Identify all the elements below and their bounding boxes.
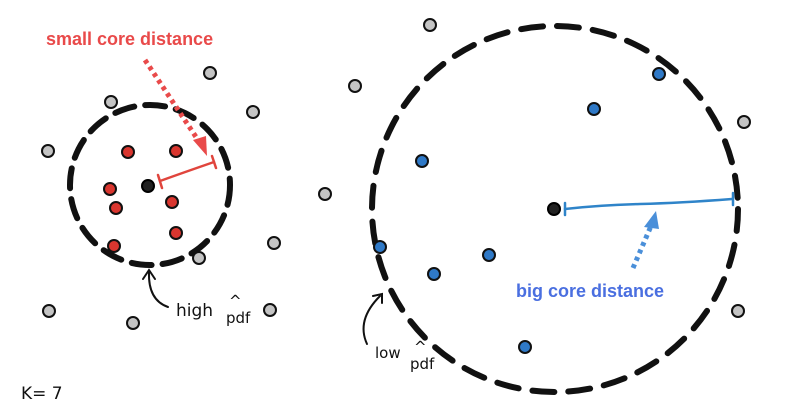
- red-points: [103, 144, 183, 253]
- gray-point: [731, 304, 745, 318]
- gray-point: [246, 105, 260, 119]
- gray-point: [104, 95, 118, 109]
- blue-point: [518, 340, 532, 354]
- low-label: low: [375, 344, 401, 362]
- red-point: [107, 239, 121, 253]
- gray-point: [737, 115, 751, 129]
- red-point: [121, 145, 135, 159]
- gray-point: [203, 66, 217, 80]
- gray-point: [423, 18, 437, 32]
- gray-point: [267, 236, 281, 250]
- blue-dotted-arrow: [630, 211, 659, 269]
- high-pdf-pointer: [142, 268, 169, 308]
- k-label: K= 7: [21, 384, 63, 404]
- gray-point: [41, 144, 55, 158]
- blue-point: [482, 248, 496, 262]
- blue-points: [373, 67, 666, 354]
- gray-point: [318, 187, 332, 201]
- big-neighborhood-circle: [369, 23, 741, 395]
- big-core-distance-line: [563, 191, 735, 217]
- gray-point: [126, 316, 140, 330]
- blue-point: [427, 267, 441, 281]
- gray-point: [42, 304, 56, 318]
- big-core-distance-label: big core distance: [516, 281, 664, 301]
- blue-point: [587, 102, 601, 116]
- core-point-small: [141, 179, 155, 193]
- gray-point: [192, 251, 206, 265]
- high-pdf-label: pdf: [226, 309, 251, 327]
- high-label: high: [176, 301, 213, 321]
- low-pdf-label: pdf: [410, 355, 435, 373]
- red-point: [103, 182, 117, 196]
- low-pdf-hat: ^: [414, 338, 427, 356]
- blue-point: [415, 154, 429, 168]
- small-neighborhood-circle: [67, 102, 233, 268]
- red-point: [109, 201, 123, 215]
- low-pdf-pointer: [362, 292, 383, 345]
- high-pdf-hat: ^: [229, 292, 242, 310]
- core-point-big: [547, 202, 561, 216]
- gray-points: [41, 18, 751, 330]
- red-point: [169, 144, 183, 158]
- red-dotted-arrow: [142, 58, 207, 156]
- small-core-distance-label: small core distance: [46, 29, 213, 49]
- red-point: [165, 195, 179, 209]
- gray-point: [348, 79, 362, 93]
- blue-point: [373, 240, 387, 254]
- gray-point: [263, 303, 277, 317]
- red-point: [169, 226, 183, 240]
- blue-point: [652, 67, 666, 81]
- small-core-distance-line: [156, 154, 218, 190]
